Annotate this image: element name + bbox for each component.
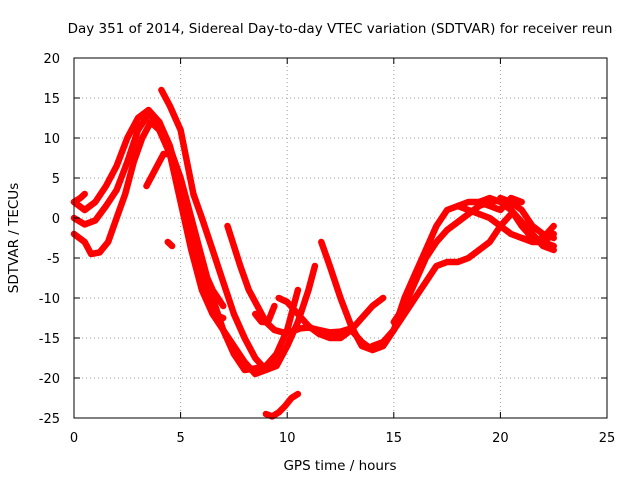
y-tick-label: 10 xyxy=(43,132,60,147)
series-arc-19 xyxy=(518,222,557,244)
series-arc-4 xyxy=(70,118,227,310)
y-tick-label: -20 xyxy=(39,372,60,387)
series-arc-13 xyxy=(347,194,525,354)
series-arc-7 xyxy=(164,238,176,250)
series-arc-5 xyxy=(143,150,302,374)
y-tick-label: -5 xyxy=(47,252,60,267)
y-tick-label: -15 xyxy=(39,332,60,347)
x-tick-label: 0 xyxy=(70,431,78,446)
y-tick-label: 20 xyxy=(43,52,60,67)
y-axis-label: SDTVAR / TECUs xyxy=(6,183,22,293)
axis-ticks: 0 5 10 15 20 25 -25 -20 -15 -10 -5 0 5 10 15 20 xyxy=(39,52,616,446)
series-arc-10 xyxy=(262,390,302,420)
x-tick-label: 5 xyxy=(176,431,184,446)
y-tick-label: -10 xyxy=(39,292,60,307)
chart-title: Day 351 of 2014, Sidereal Day-to-day VTE… xyxy=(68,21,613,37)
data-series xyxy=(70,86,557,420)
series-arc-17 xyxy=(475,194,557,254)
x-axis-label: GPS time / hours xyxy=(283,458,396,474)
series-arc-11 xyxy=(275,294,387,342)
series-arc-9 xyxy=(251,302,278,326)
x-tick-label: 25 xyxy=(599,431,616,446)
x-tick-label: 20 xyxy=(492,431,509,446)
series-arc-2 xyxy=(70,190,88,206)
x-tick-label: 10 xyxy=(279,431,296,446)
series-arc-14 xyxy=(369,210,515,350)
series-arc-6 xyxy=(158,86,319,374)
y-tick-label: 0 xyxy=(52,212,60,227)
y-tick-label: -25 xyxy=(39,412,60,427)
x-tick-label: 15 xyxy=(386,431,403,446)
y-tick-label: 5 xyxy=(52,172,60,187)
plot-frame xyxy=(73,57,608,419)
y-tick-label: 15 xyxy=(43,92,60,107)
series-arc-8 xyxy=(224,222,355,336)
